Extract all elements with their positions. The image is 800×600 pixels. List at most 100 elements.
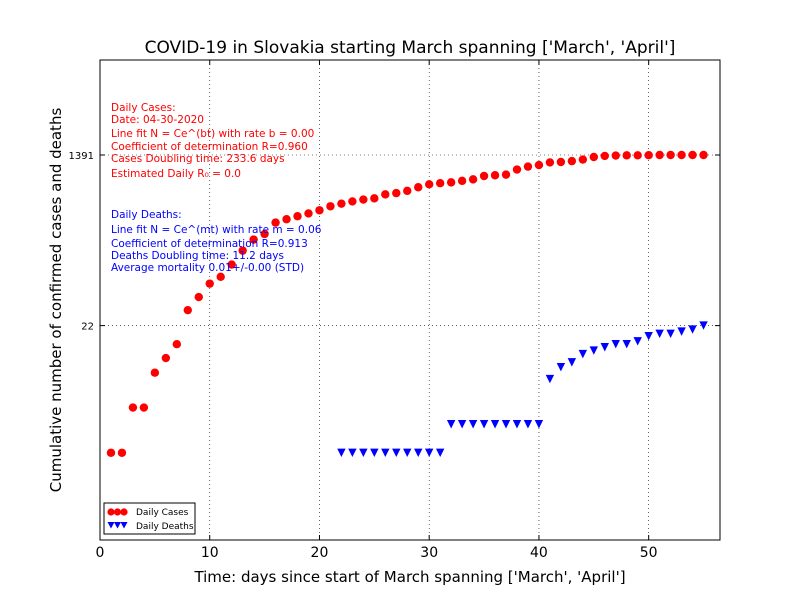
- cases-point: [337, 199, 346, 208]
- cases-point: [567, 156, 577, 166]
- cases-point: [271, 218, 280, 227]
- cases-point: [435, 178, 445, 188]
- deaths-point: [479, 420, 489, 429]
- y-axis-ticks: 22 1391: [69, 151, 720, 333]
- x-tick-label: 20: [311, 545, 329, 561]
- cases-point: [534, 160, 544, 170]
- cases-point: [414, 183, 423, 192]
- deaths-point: [348, 448, 357, 457]
- cases-annotation-line-5: Cases Doubling time: 233.6 days: [111, 153, 285, 165]
- deaths-point: [403, 448, 412, 457]
- cases-point: [370, 194, 379, 203]
- cases-point: [381, 190, 390, 199]
- cases-point: [425, 180, 434, 189]
- deaths-point: [666, 329, 675, 339]
- y-tick-label: 1391: [69, 151, 94, 162]
- deaths-point: [545, 374, 555, 384]
- x-tick-label: 30: [420, 545, 438, 561]
- deaths-annotation-line-3: Coefficient of determination R=0.913: [111, 238, 308, 250]
- legend-cases-marker: [107, 508, 128, 516]
- cases-point: [139, 403, 149, 412]
- legend-cases-label: Daily Cases: [136, 508, 189, 518]
- cases-annotation-line-4: Coefficient of determination R=0.960: [111, 141, 308, 153]
- cases-annotation-line-2: Date: 04-30-2020: [111, 114, 204, 126]
- deaths-point: [468, 420, 478, 429]
- cases-point: [315, 206, 324, 215]
- deaths-point: [644, 332, 653, 341]
- legend-deaths-marker: [107, 522, 128, 529]
- deaths-point: [457, 420, 467, 429]
- legend: Daily Cases Daily Deaths: [103, 502, 196, 535]
- cases-point: [512, 165, 522, 174]
- cases-point: [655, 150, 664, 160]
- cases-point: [249, 235, 258, 244]
- cases-point: [644, 151, 653, 160]
- cases-annotation-line-1: Daily Cases:: [111, 102, 176, 114]
- cases-point: [348, 197, 357, 206]
- cases-point: [161, 353, 171, 363]
- deaths-point: [425, 448, 434, 457]
- legend-box: [103, 502, 196, 535]
- deaths-annotation-line-1: Daily Deaths:: [111, 209, 182, 221]
- deaths-point: [490, 420, 500, 429]
- cases-point: [183, 305, 192, 315]
- legend-deaths-label: Daily Deaths: [136, 522, 194, 532]
- cases-point: [622, 151, 631, 160]
- cases-point: [117, 448, 127, 457]
- deaths-point: [337, 448, 346, 457]
- deaths-point: [655, 329, 664, 339]
- y-axis-label: Cumulative number of confirmed cases and…: [47, 108, 65, 493]
- cases-point: [227, 260, 236, 269]
- cases-point: [293, 212, 302, 221]
- deaths-point: [523, 420, 533, 429]
- deaths-annotation-line-2: Line fit N = Ce^(mt) with rate m = 0.06: [111, 224, 322, 236]
- cases-point: [523, 162, 533, 171]
- cases-point: [260, 229, 269, 239]
- cases-point: [194, 292, 203, 302]
- cases-point: [468, 175, 478, 184]
- cases-point: [556, 157, 566, 167]
- y-tick-label: 22: [81, 322, 94, 333]
- deaths-point: [611, 339, 620, 349]
- deaths-point: [370, 448, 379, 457]
- x-tick-label: 10: [201, 545, 219, 561]
- deaths-point: [501, 420, 511, 429]
- cases-point: [446, 178, 456, 187]
- cases-point: [392, 188, 401, 198]
- deaths-point: [699, 321, 708, 330]
- chart-title: COVID-19 in Slovakia starting March span…: [145, 38, 676, 58]
- plot-frame: [99, 59, 721, 541]
- cases-point: [589, 152, 599, 162]
- cases-point: [403, 186, 412, 196]
- cases-point: [128, 403, 138, 412]
- cases-point: [490, 171, 500, 180]
- cases-annotation: Daily Cases: Date: 04-30-2020 Line fit N…: [111, 102, 314, 180]
- deaths-point: [633, 337, 642, 346]
- cases-point: [457, 176, 467, 186]
- cases-point: [479, 171, 489, 181]
- deaths-point: [534, 420, 544, 429]
- cases-point: [677, 150, 686, 160]
- cases-point: [216, 272, 225, 282]
- x-axis-label: Time: days since start of March spanning…: [193, 568, 625, 586]
- x-tick-label: 50: [640, 545, 658, 561]
- x-tick-label: 40: [530, 545, 548, 561]
- cases-point: [326, 202, 335, 211]
- deaths-point: [512, 420, 522, 429]
- deaths-point: [414, 448, 423, 457]
- cases-point: [666, 150, 675, 160]
- x-axis-ticks: 0 10 20 30 40 50: [96, 60, 658, 561]
- cases-point: [611, 151, 620, 160]
- deaths-point: [392, 448, 401, 457]
- deaths-point: [446, 420, 456, 429]
- deaths-point: [359, 448, 368, 457]
- cases-point: [501, 170, 511, 179]
- plot-background: [100, 60, 720, 540]
- cases-point: [578, 155, 588, 164]
- cases-point: [633, 151, 642, 160]
- deaths-annotation-line-5: Average mortality 0.01+/-0.00 (STD): [111, 262, 304, 274]
- cases-point: [238, 246, 247, 255]
- cases-point: [106, 448, 116, 457]
- deaths-point: [578, 349, 588, 359]
